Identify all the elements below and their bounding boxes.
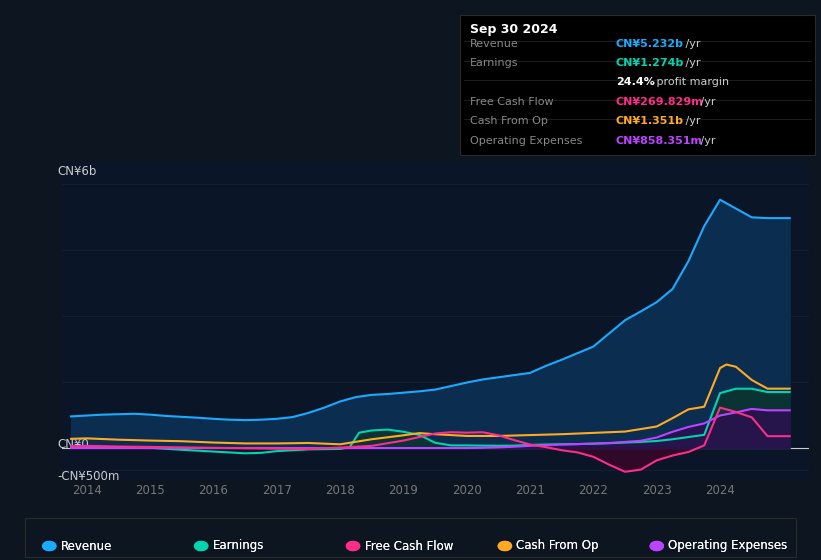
Text: Earnings: Earnings [470,58,518,68]
Text: Operating Expenses: Operating Expenses [668,539,787,553]
Text: Earnings: Earnings [213,539,264,553]
Text: /yr: /yr [682,39,701,49]
Text: Earnings: Earnings [213,539,264,553]
Text: Cash From Op: Cash From Op [516,539,599,553]
Text: /yr: /yr [682,116,701,126]
Text: Revenue: Revenue [470,39,519,49]
Text: Revenue: Revenue [61,539,112,553]
Text: Cash From Op: Cash From Op [470,116,548,126]
Text: -CN¥500m: -CN¥500m [57,470,120,483]
Text: CN¥6b: CN¥6b [57,165,97,178]
Text: Operating Expenses: Operating Expenses [668,539,787,553]
Text: Free Cash Flow: Free Cash Flow [470,97,553,107]
Text: CN¥269.829m: CN¥269.829m [616,97,704,107]
Text: CN¥0: CN¥0 [57,438,89,451]
Text: profit margin: profit margin [653,77,729,87]
Text: CN¥5.232b: CN¥5.232b [616,39,684,49]
Text: /yr: /yr [697,97,716,107]
Text: /yr: /yr [682,58,701,68]
Text: CN¥858.351m: CN¥858.351m [616,136,703,146]
Text: Sep 30 2024: Sep 30 2024 [470,24,557,36]
Text: /yr: /yr [697,136,716,146]
Text: Cash From Op: Cash From Op [516,539,599,553]
Text: CN¥1.274b: CN¥1.274b [616,58,685,68]
Text: 24.4%: 24.4% [616,77,655,87]
Text: Free Cash Flow: Free Cash Flow [365,539,453,553]
Text: Free Cash Flow: Free Cash Flow [365,539,453,553]
Text: CN¥1.351b: CN¥1.351b [616,116,684,126]
Text: Operating Expenses: Operating Expenses [470,136,582,146]
Text: Revenue: Revenue [61,539,112,553]
